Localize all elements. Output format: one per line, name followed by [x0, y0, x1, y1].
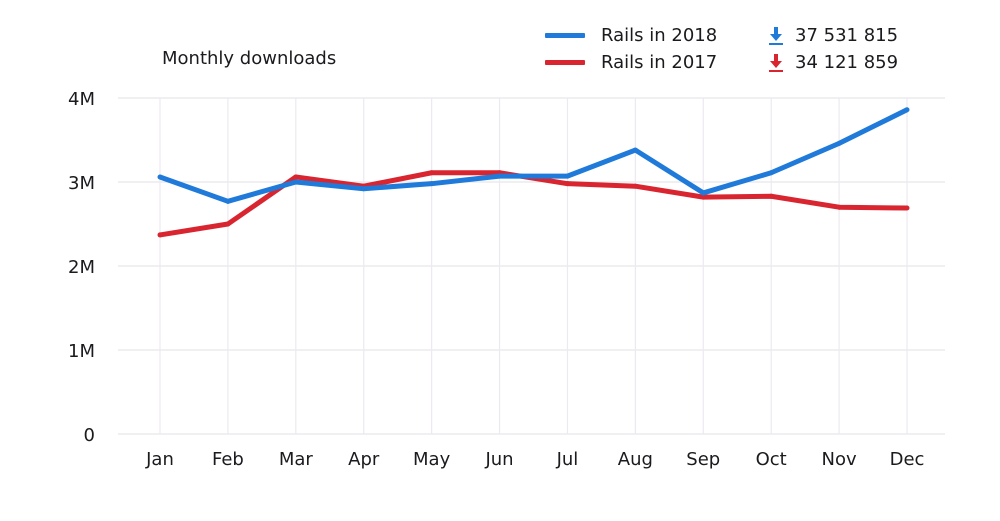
data-point — [225, 198, 231, 204]
y-tick-label: 1M — [68, 341, 95, 362]
data-point — [429, 170, 435, 176]
data-point — [361, 186, 367, 192]
x-tick-label: Sep — [686, 449, 720, 470]
y-tick-label: 3M — [68, 173, 95, 194]
data-point — [632, 147, 638, 153]
chart-title: Monthly downloads — [162, 48, 337, 69]
data-point — [157, 232, 163, 238]
data-point — [904, 107, 910, 113]
data-point — [564, 181, 570, 187]
y-tick-label: 0 — [84, 425, 95, 446]
x-tick-label: Nov — [822, 449, 857, 470]
y-tick-label: 2M — [68, 257, 95, 278]
data-point — [768, 193, 774, 199]
legend-item-2017[interactable]: Rails in 2017 34 121 859 — [545, 49, 898, 76]
data-point — [836, 140, 842, 146]
x-tick-label: Apr — [348, 449, 380, 470]
data-point — [157, 174, 163, 180]
x-tick-label: Mar — [279, 449, 314, 470]
x-tick-label: Jun — [484, 449, 513, 470]
y-tick-label: 4M — [68, 89, 95, 110]
data-point — [293, 174, 299, 180]
x-tick-label: May — [413, 449, 451, 470]
legend-total-2017: 34 121 859 — [795, 52, 899, 73]
data-point — [497, 173, 503, 179]
download-arrow-icon — [761, 53, 791, 73]
legend: Rails in 2018 37 531 815 Rails in 2017 3… — [545, 22, 898, 76]
x-tick-label: Jan — [145, 449, 174, 470]
legend-item-2018[interactable]: Rails in 2018 37 531 815 — [545, 22, 898, 49]
x-tick-label: Feb — [212, 449, 244, 470]
data-point — [564, 173, 570, 179]
data-point — [904, 205, 910, 211]
data-point — [632, 183, 638, 189]
series-line-rails-in-2018 — [159, 107, 909, 204]
data-point — [429, 181, 435, 187]
data-point — [768, 170, 774, 176]
legend-label-2017: Rails in 2017 — [601, 52, 718, 73]
legend-label-2018: Rails in 2018 — [601, 25, 718, 46]
legend-swatch-2018 — [545, 33, 585, 38]
data-point — [700, 194, 706, 200]
x-tick-label: Jul — [556, 449, 579, 470]
x-tick-label: Oct — [756, 449, 787, 470]
data-point — [700, 190, 706, 196]
legend-swatch-2017 — [545, 60, 585, 65]
x-tick-label: Aug — [618, 449, 653, 470]
data-point — [293, 179, 299, 185]
x-tick-label: Dec — [890, 449, 925, 470]
data-point — [225, 221, 231, 227]
legend-total-2018: 37 531 815 — [795, 25, 899, 46]
data-point — [836, 204, 842, 210]
download-arrow-icon — [761, 26, 791, 46]
